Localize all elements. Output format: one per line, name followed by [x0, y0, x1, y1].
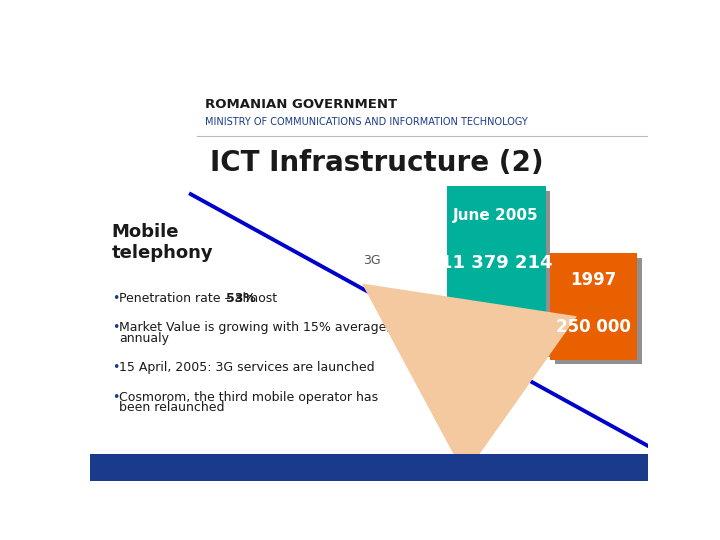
Text: MINISTRY OF COMMUNICATIONS AND INFORMATION TECHNOLOGY: MINISTRY OF COMMUNICATIONS AND INFORMATI… — [204, 117, 528, 127]
Text: been relaunched: been relaunched — [120, 401, 225, 414]
Text: June 2005: June 2005 — [454, 208, 539, 223]
Text: 1997: 1997 — [570, 272, 617, 289]
Text: •: • — [112, 292, 119, 305]
Text: Penetration rate – almost: Penetration rate – almost — [120, 292, 282, 305]
Text: ROMANIAN GOVERNMENT: ROMANIAN GOVERNMENT — [204, 98, 397, 111]
FancyBboxPatch shape — [550, 253, 637, 360]
Text: annualy: annualy — [120, 332, 169, 345]
Text: 2.5G: 2.5G — [423, 316, 456, 329]
Text: •: • — [112, 321, 119, 334]
Text: 15 April, 2005: 3G services are launched: 15 April, 2005: 3G services are launched — [120, 361, 375, 374]
FancyBboxPatch shape — [555, 258, 642, 365]
Text: ICT Infrastructure (2): ICT Infrastructure (2) — [210, 150, 544, 177]
Text: Mobile
telephony: Mobile telephony — [112, 222, 213, 262]
Text: Cosmorom, the third mobile operator has: Cosmorom, the third mobile operator has — [120, 390, 379, 403]
Text: 2G: 2G — [497, 358, 515, 372]
Text: Market Value is growing with 15% average,: Market Value is growing with 15% average… — [120, 321, 391, 334]
FancyBboxPatch shape — [446, 186, 546, 352]
Text: 53%: 53% — [226, 292, 256, 305]
FancyBboxPatch shape — [90, 454, 648, 481]
Text: •: • — [112, 361, 119, 374]
Text: •: • — [112, 390, 119, 403]
Text: 11 379 214: 11 379 214 — [440, 254, 552, 273]
Text: 3G: 3G — [363, 254, 380, 267]
FancyBboxPatch shape — [451, 191, 550, 356]
Text: 250 000: 250 000 — [557, 318, 631, 335]
